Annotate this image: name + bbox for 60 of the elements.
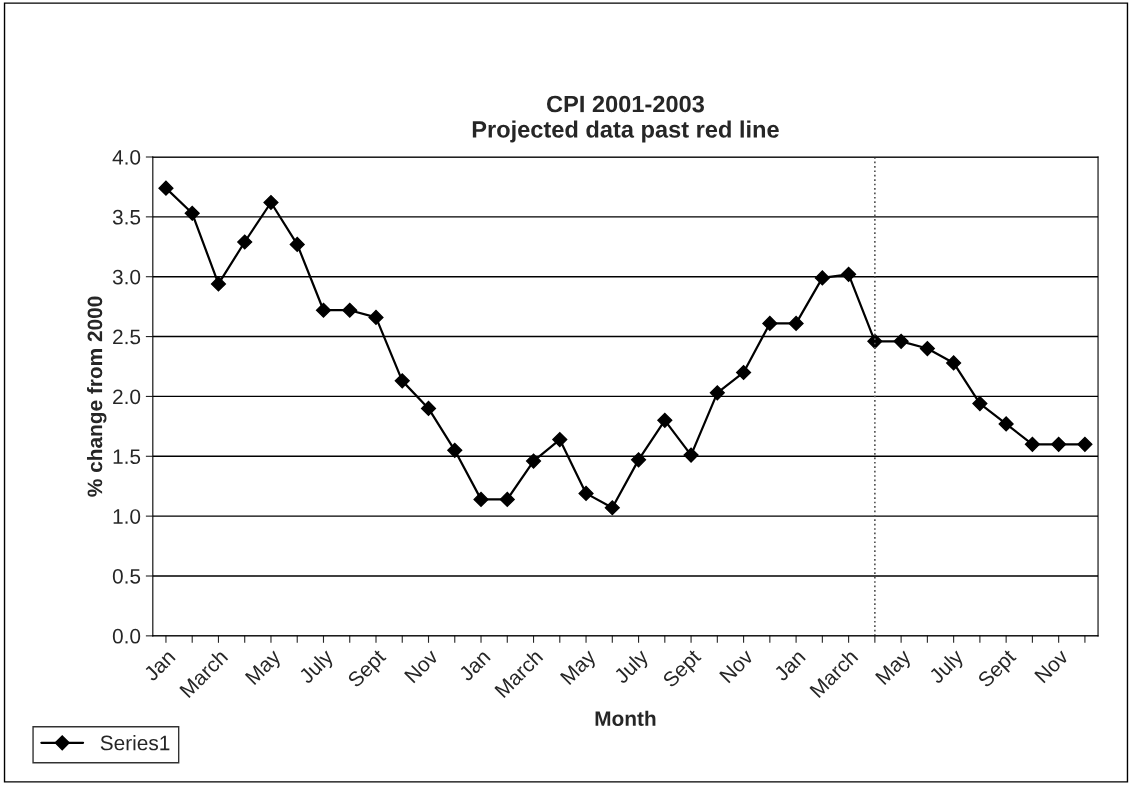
point	[525, 453, 542, 469]
x-tick-label: May	[875, 648, 915, 689]
x-tick-label: July	[612, 647, 653, 688]
x-axis-title: Month	[595, 710, 656, 726]
x-tick-label: July	[927, 647, 968, 688]
point	[946, 355, 962, 371]
y-tick-label: 3.0	[112, 269, 141, 285]
y-tick-label: 4.0	[112, 150, 141, 165]
point	[893, 333, 909, 349]
point	[394, 373, 410, 389]
point	[447, 442, 463, 458]
point	[841, 266, 857, 282]
point	[919, 340, 935, 357]
point	[998, 416, 1014, 432]
point	[972, 396, 988, 412]
point	[604, 500, 620, 516]
x-tick-label: Nov	[719, 648, 755, 684]
point	[368, 309, 384, 325]
point	[736, 364, 752, 381]
point	[788, 315, 804, 331]
x-tick-label: Jan	[458, 649, 491, 682]
x-tick-label: July	[297, 647, 338, 688]
point	[1024, 436, 1040, 452]
x-tick-label: Nov	[1034, 648, 1070, 684]
point	[420, 400, 437, 416]
point	[184, 205, 200, 221]
x-tick-label: Jan	[142, 649, 176, 682]
y-tick-label: 1.0	[113, 509, 141, 524]
point	[263, 194, 279, 211]
point	[158, 180, 174, 196]
y-axis-title: % change from 2000	[86, 296, 107, 497]
y-tick-label: 0.5	[112, 569, 141, 584]
point	[237, 234, 253, 250]
x-tick-label: May	[559, 648, 600, 689]
point	[1077, 436, 1093, 452]
point	[630, 452, 647, 468]
point	[578, 485, 594, 501]
point	[709, 385, 725, 401]
y-tick-label: 2.0	[113, 389, 141, 405]
point	[657, 412, 673, 428]
y-tick-label: 2.5	[113, 329, 141, 345]
point	[342, 302, 358, 318]
point	[210, 276, 227, 292]
y-tick-label: 3.5	[112, 209, 141, 225]
point	[473, 491, 489, 507]
point	[683, 447, 699, 463]
legend-label: Series1	[100, 735, 170, 751]
point	[315, 302, 332, 318]
point	[499, 491, 515, 507]
x-tick-label: May	[244, 648, 285, 689]
y-tick-label: 1.5	[113, 449, 141, 465]
y-tick-label: 0.0	[112, 628, 141, 644]
point	[1051, 436, 1067, 452]
chart-title: CPI 2001-2003 Projected data past red line	[472, 95, 779, 143]
point	[814, 270, 830, 286]
x-tick-label: Nov	[404, 648, 440, 684]
point	[552, 431, 568, 448]
point	[762, 315, 778, 331]
point	[289, 236, 305, 252]
x-tick-label: Jan	[773, 649, 806, 682]
